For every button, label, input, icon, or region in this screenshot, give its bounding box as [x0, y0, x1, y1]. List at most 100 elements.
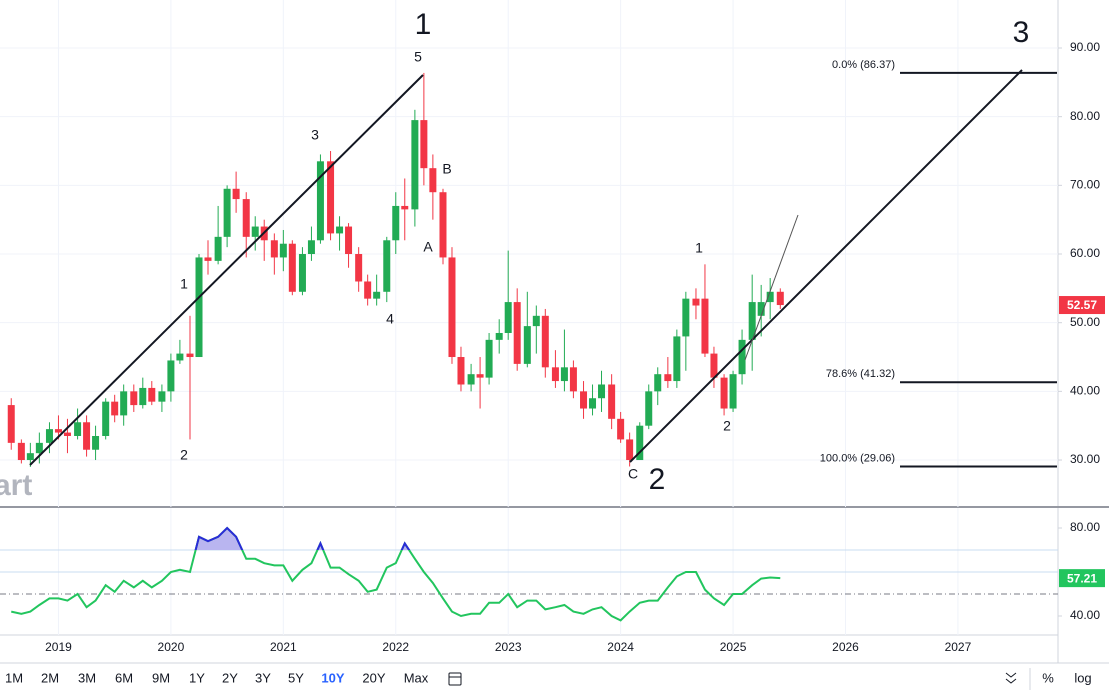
candle-body: [63, 432, 71, 436]
wave-label: B: [442, 161, 451, 177]
candle-body: [467, 374, 475, 385]
y-tick-label: 90.00: [1070, 40, 1100, 54]
candle-body: [148, 387, 156, 402]
wave-label: 1: [415, 8, 432, 41]
candle-body: [336, 226, 344, 234]
rsi-line: [11, 526, 781, 622]
candle-body: [195, 257, 203, 358]
collapse-icon[interactable]: [1005, 672, 1017, 684]
range-button[interactable]: 2Y: [222, 670, 238, 685]
candle-body: [102, 401, 110, 436]
range-button[interactable]: 6M: [115, 670, 133, 685]
candle-body: [411, 120, 419, 210]
candle-body: [617, 418, 625, 440]
candle-body: [766, 291, 774, 303]
last-price-label: 52.57: [1067, 298, 1097, 312]
candle-body: [74, 422, 82, 436]
y-tick-label: 40.00: [1070, 608, 1100, 622]
toolbar-icons[interactable]: [448, 668, 1031, 690]
percent-button[interactable]: %: [1042, 670, 1054, 685]
candle-body: [364, 281, 372, 299]
toolbar: 1M 2M 3M 6M 9M 1Y 2Y 3Y 5Y 10Y 20Y Max: [5, 670, 429, 685]
wave-label: C: [628, 466, 638, 482]
x-tick-label: 2026: [832, 640, 859, 654]
wave-label: 2: [180, 447, 188, 463]
candle-body: [729, 374, 737, 409]
candle-body: [485, 339, 493, 378]
candle-body: [316, 161, 324, 241]
wave-label: 3: [311, 127, 319, 143]
y-tick-label: 30.00: [1070, 452, 1100, 466]
range-button[interactable]: 20Y: [362, 670, 385, 685]
range-button[interactable]: Max: [404, 670, 429, 685]
candle-body: [392, 205, 400, 241]
candle-body: [569, 367, 577, 392]
range-button[interactable]: 5Y: [288, 670, 304, 685]
x-tick-label: 2020: [158, 640, 185, 654]
candle-body: [710, 353, 718, 378]
candle-body: [83, 422, 91, 450]
candle-body: [580, 391, 588, 409]
candle-body: [551, 367, 559, 382]
wave-label: A: [423, 239, 433, 255]
fib-label: 0.0% (86.37): [832, 59, 895, 71]
fib-label: 78.6% (41.32): [826, 368, 895, 380]
x-tick-label: 2019: [45, 640, 72, 654]
candle-body: [532, 315, 540, 327]
candle-body: [560, 367, 568, 382]
calendar-icon[interactable]: [448, 672, 462, 686]
candle-body: [279, 243, 287, 258]
candle-body: [327, 161, 335, 234]
trend-line: [629, 69, 1023, 463]
candle-body: [673, 336, 681, 382]
watermark: art: [0, 469, 32, 502]
range-button[interactable]: 3Y: [255, 670, 271, 685]
plot-layer: 0.0% (86.37) 78.6% (41.32) 100.0% (29.06) 1…: [0, 0, 1058, 654]
range-button[interactable]: 10Y: [321, 670, 344, 685]
candle-body: [345, 226, 353, 255]
candle-body: [748, 302, 756, 340]
y-tick-label: 80.00: [1070, 520, 1100, 534]
candle-body: [54, 429, 62, 433]
candle-body: [298, 254, 306, 292]
range-button[interactable]: 2M: [41, 670, 59, 685]
candle-body: [692, 298, 700, 306]
y-tick-label: 40.00: [1070, 384, 1100, 398]
candle-body: [7, 405, 15, 443]
candle-body: [307, 240, 315, 255]
range-button[interactable]: 9M: [152, 670, 170, 685]
candle-body: [223, 188, 231, 237]
candle-body: [504, 302, 512, 333]
candle-body: [270, 240, 278, 258]
candle-body: [214, 236, 222, 261]
candle-body: [288, 243, 296, 292]
range-button[interactable]: 3M: [78, 670, 96, 685]
wave-label: 5: [414, 49, 422, 65]
candle-body: [589, 398, 597, 409]
wave-label: 1: [695, 240, 703, 256]
candle-body: [636, 425, 644, 461]
candle-body: [204, 257, 212, 261]
candle-body: [626, 439, 634, 461]
candle-body: [598, 384, 606, 399]
candle-body: [776, 291, 784, 306]
log-button[interactable]: log: [1074, 670, 1091, 685]
y-tick-label: 60.00: [1070, 246, 1100, 260]
range-button[interactable]: 1Y: [189, 670, 205, 685]
x-tick-label: 2027: [945, 640, 972, 654]
candle-body: [457, 357, 465, 385]
candle-body: [720, 377, 728, 409]
wave-label: 1: [180, 276, 188, 292]
candle-body: [251, 226, 259, 237]
x-tick-label: 2022: [382, 640, 409, 654]
range-button[interactable]: 1M: [5, 670, 23, 685]
last-price-badge: [1059, 296, 1105, 315]
candle-body: [111, 401, 119, 416]
candle-body: [541, 315, 549, 368]
candle-body: [420, 120, 428, 169]
candle-body: [476, 374, 484, 378]
rsi-value-badge: [1059, 569, 1105, 588]
candle-body: [738, 339, 746, 375]
